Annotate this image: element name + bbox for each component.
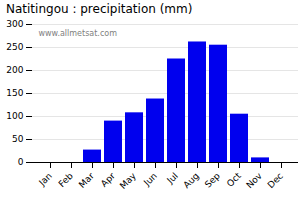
svg-text:0: 0	[18, 157, 24, 167]
svg-text:Feb: Feb	[57, 171, 76, 190]
svg-text:Dec: Dec	[266, 171, 285, 190]
svg-text:100: 100	[6, 111, 23, 121]
svg-text:Mar: Mar	[77, 170, 96, 189]
svg-text:Aug: Aug	[181, 171, 201, 191]
svg-text:www.allmetsat.com: www.allmetsat.com	[39, 29, 118, 38]
svg-text:Jan: Jan	[36, 171, 54, 189]
svg-text:300: 300	[6, 19, 23, 29]
svg-text:Jul: Jul	[164, 171, 179, 186]
svg-text:150: 150	[6, 88, 23, 98]
svg-text:Nov: Nov	[244, 170, 264, 190]
svg-text:Oct: Oct	[225, 170, 243, 188]
svg-text:250: 250	[6, 42, 23, 52]
svg-text:200: 200	[6, 65, 23, 75]
svg-text:Apr: Apr	[99, 171, 117, 189]
svg-text:Sep: Sep	[203, 171, 222, 190]
svg-text:May: May	[118, 170, 139, 191]
html-text:Natitingou : precipitation (mm: Natitingou : precipitation (mm)	[6, 2, 193, 16]
svg-text:50: 50	[12, 134, 24, 144]
svg-text:Jun: Jun	[141, 171, 159, 189]
